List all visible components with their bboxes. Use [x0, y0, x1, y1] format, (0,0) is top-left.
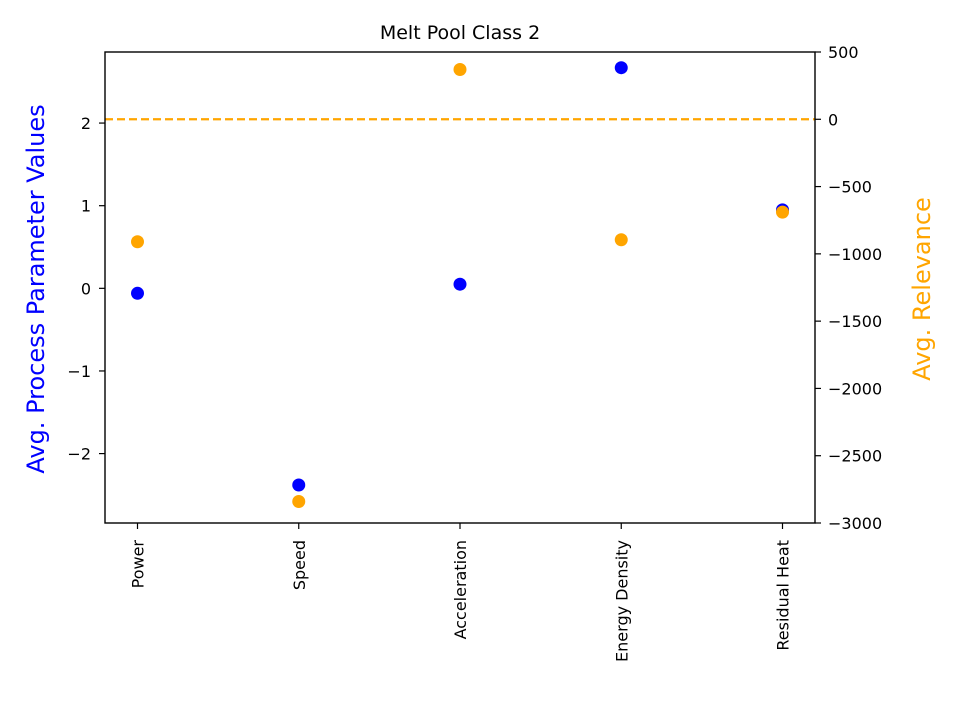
x-tick-label: Residual Heat — [774, 540, 793, 651]
y-left-tick-label: 2 — [81, 114, 91, 133]
x-tick-label: Power — [129, 540, 148, 589]
chart-title: Melt Pool Class 2 — [380, 22, 540, 44]
data-point-left — [292, 478, 306, 492]
y-right-tick-label: −1500 — [828, 312, 882, 331]
y-right-tick-label: −2000 — [828, 379, 882, 398]
y-right-tick-label: −2500 — [828, 447, 882, 466]
y-right-tick-label: −1000 — [828, 245, 882, 264]
y-left-tick-label: 1 — [81, 197, 91, 216]
x-tick-label: Acceleration — [451, 540, 470, 639]
y-axis-left-label: Avg. Process Parameter Values — [22, 104, 50, 473]
y-left-tick-label: 0 — [81, 279, 91, 298]
data-point-right — [131, 235, 144, 249]
y-left-tick-label: −1 — [67, 362, 91, 381]
data-point-left — [614, 61, 628, 75]
plot-area: −2 −1 0 1 2 500 0 −500 −1000 −1500 −2000 −2500 −3000… — [67, 43, 882, 662]
x-tick-label: Speed — [290, 540, 309, 590]
data-point-left — [131, 286, 144, 300]
data-point-right — [614, 233, 628, 247]
y-right-tick-label: −500 — [828, 178, 872, 197]
data-point-right — [453, 62, 467, 76]
y-left-tick-label: −2 — [67, 445, 91, 464]
data-point-left — [453, 277, 467, 291]
y-right-tick-label: 500 — [828, 43, 859, 62]
y-right-tick-label: −3000 — [828, 514, 882, 533]
y-right-tick-label: 0 — [828, 110, 838, 129]
data-point-right — [292, 494, 306, 508]
x-tick-label: Energy Density — [612, 540, 631, 662]
data-point-right — [776, 205, 789, 219]
y-axis-right-label: Avg. Relevance — [908, 197, 936, 381]
